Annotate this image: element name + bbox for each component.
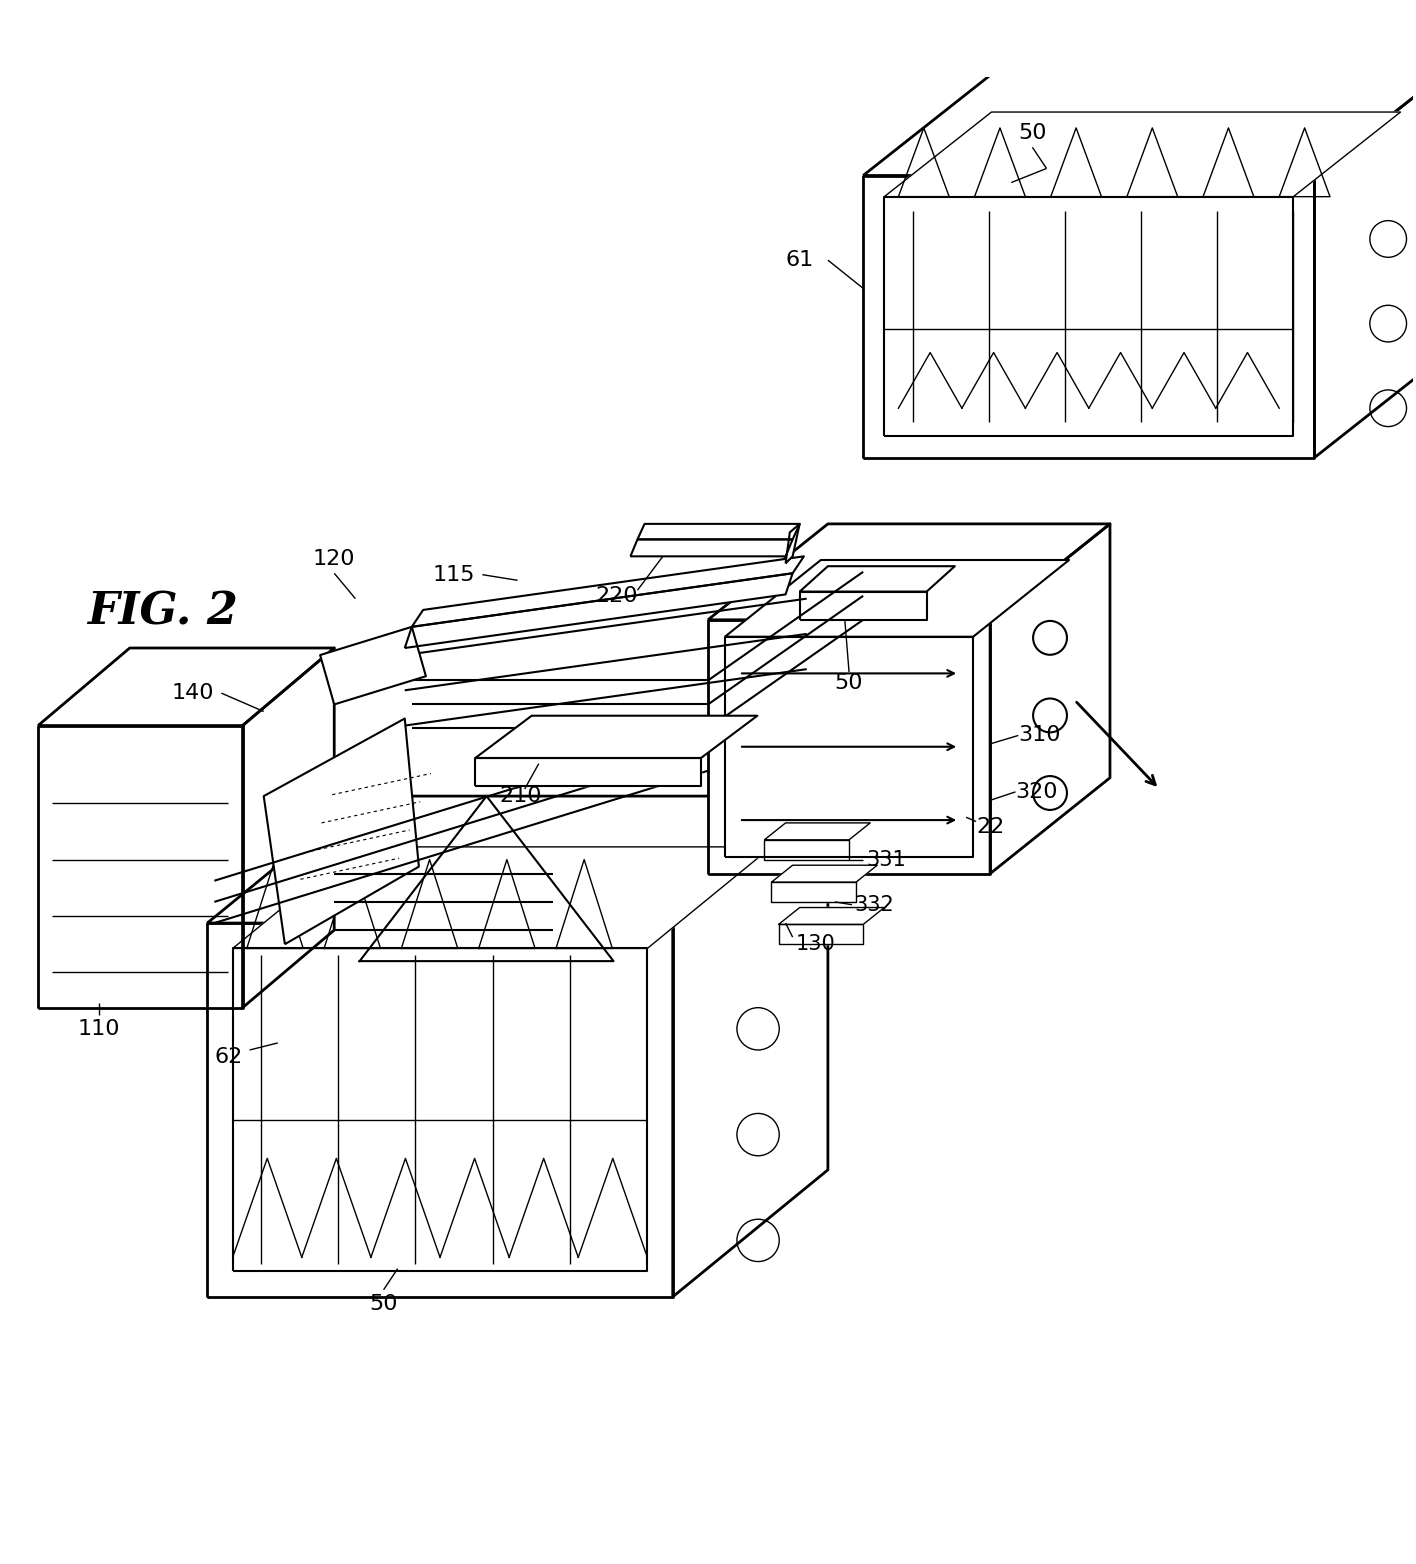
Polygon shape [786,524,800,563]
Polygon shape [263,718,419,945]
Polygon shape [779,924,864,945]
Polygon shape [885,197,1293,436]
Polygon shape [1314,70,1416,458]
Polygon shape [885,113,1400,197]
Text: 22: 22 [976,816,1004,837]
Text: 50: 50 [370,1293,398,1314]
Polygon shape [779,907,885,924]
Text: 115: 115 [433,565,476,585]
Polygon shape [772,882,857,902]
Polygon shape [800,566,954,591]
Polygon shape [38,647,334,726]
Polygon shape [476,716,758,759]
Polygon shape [637,524,800,540]
Text: 62: 62 [214,1046,242,1067]
Polygon shape [242,647,334,1007]
Text: 110: 110 [78,1018,120,1038]
Text: 120: 120 [313,549,355,569]
Text: 332: 332 [855,895,895,915]
Polygon shape [765,823,871,840]
Polygon shape [476,759,701,787]
Polygon shape [207,796,828,923]
Polygon shape [630,540,793,557]
Text: 130: 130 [796,934,835,954]
Polygon shape [207,923,673,1297]
Polygon shape [725,560,1069,637]
Polygon shape [673,796,828,1297]
Polygon shape [405,574,793,647]
Polygon shape [412,557,804,627]
Polygon shape [864,175,1314,458]
Text: FIG. 2: FIG. 2 [88,591,238,633]
Polygon shape [772,865,878,882]
Text: 50: 50 [835,673,864,693]
Text: 140: 140 [171,683,214,704]
Polygon shape [800,591,926,619]
Polygon shape [708,524,1110,619]
Text: 50: 50 [1018,124,1046,144]
Text: 320: 320 [1015,782,1058,802]
Text: 310: 310 [1018,726,1061,746]
Polygon shape [38,726,242,1007]
Text: 210: 210 [500,787,542,805]
Polygon shape [232,846,772,948]
Polygon shape [765,840,850,860]
Polygon shape [990,524,1110,874]
Polygon shape [320,627,426,704]
Polygon shape [864,70,1416,175]
Polygon shape [725,637,973,857]
Text: 220: 220 [595,586,637,605]
Text: 61: 61 [786,250,814,271]
Text: 331: 331 [867,849,906,870]
Polygon shape [708,619,990,874]
Polygon shape [232,948,647,1272]
